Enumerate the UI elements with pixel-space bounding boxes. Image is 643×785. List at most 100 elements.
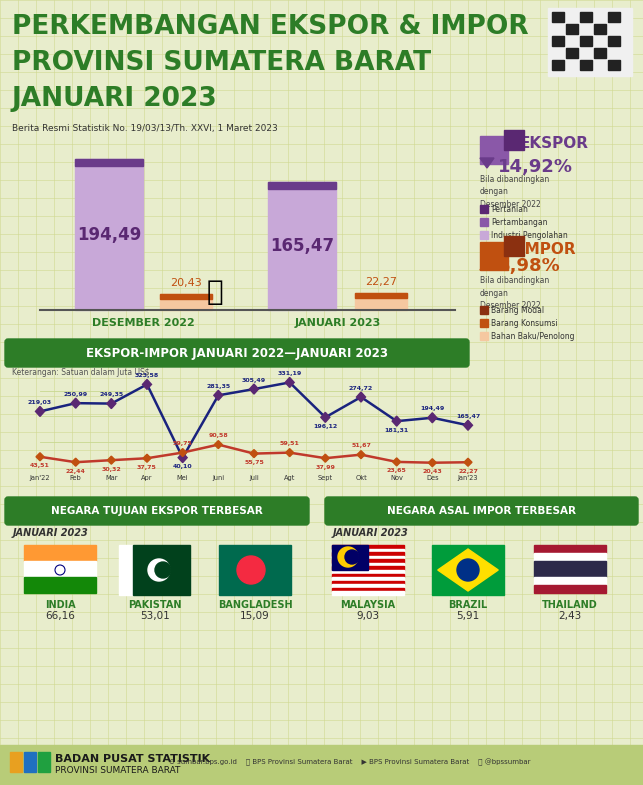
- Bar: [160, 294, 212, 299]
- Polygon shape: [392, 416, 401, 426]
- Text: 219,03: 219,03: [28, 400, 52, 405]
- Polygon shape: [249, 384, 258, 394]
- Bar: [332, 581, 404, 584]
- Bar: [355, 293, 407, 298]
- Bar: [332, 552, 404, 556]
- Text: THAILAND: THAILAND: [542, 600, 598, 610]
- Bar: [332, 545, 368, 570]
- Text: Mei: Mei: [177, 475, 188, 481]
- Text: 181,31: 181,31: [385, 428, 409, 433]
- Polygon shape: [35, 407, 44, 416]
- Bar: [534, 577, 606, 585]
- Bar: [480, 136, 508, 164]
- Polygon shape: [71, 398, 80, 408]
- Polygon shape: [438, 549, 498, 591]
- Text: 20,43: 20,43: [170, 278, 202, 288]
- Text: 40,10: 40,10: [173, 464, 192, 469]
- Circle shape: [148, 559, 170, 581]
- FancyBboxPatch shape: [325, 497, 638, 525]
- Bar: [480, 205, 488, 213]
- Text: Pertambangan: Pertambangan: [491, 218, 547, 227]
- Bar: [24, 752, 36, 772]
- Text: 37,75: 37,75: [137, 465, 157, 469]
- Bar: [534, 585, 606, 593]
- Bar: [552, 12, 564, 22]
- Bar: [552, 36, 564, 46]
- Text: 55,75: 55,75: [244, 460, 264, 465]
- Text: 5,91: 5,91: [457, 611, 480, 621]
- Circle shape: [155, 562, 171, 578]
- Polygon shape: [107, 456, 115, 464]
- Text: Nov: Nov: [390, 475, 403, 481]
- FancyBboxPatch shape: [5, 339, 469, 367]
- Bar: [268, 182, 336, 310]
- Text: JANUARI 2023: JANUARI 2023: [333, 528, 409, 538]
- Text: 9,03: 9,03: [356, 611, 379, 621]
- Bar: [332, 570, 404, 574]
- Bar: [332, 574, 404, 577]
- Text: Bila dibandingkan
dengan
Desember 2022: Bila dibandingkan dengan Desember 2022: [480, 276, 549, 310]
- Text: BANGLADESH: BANGLADESH: [218, 600, 293, 610]
- Bar: [566, 24, 578, 34]
- Polygon shape: [250, 450, 258, 458]
- Text: Mar: Mar: [105, 475, 118, 481]
- Bar: [534, 553, 606, 561]
- Text: 249,35: 249,35: [99, 392, 123, 397]
- Polygon shape: [107, 399, 116, 408]
- Text: NEGARA TUJUAN EKSPOR TERBESAR: NEGARA TUJUAN EKSPOR TERBESAR: [51, 506, 263, 516]
- Bar: [133, 545, 190, 595]
- Text: 🚢: 🚢: [206, 278, 223, 306]
- Bar: [355, 293, 407, 310]
- Text: 165,47: 165,47: [456, 414, 480, 418]
- Polygon shape: [464, 420, 473, 430]
- Text: 250,99: 250,99: [64, 392, 87, 396]
- Polygon shape: [428, 413, 437, 423]
- Polygon shape: [285, 378, 294, 388]
- Text: 323,58: 323,58: [135, 373, 159, 378]
- Bar: [608, 12, 620, 22]
- Text: 43,51: 43,51: [30, 463, 50, 469]
- Bar: [75, 159, 143, 166]
- Text: Feb: Feb: [70, 475, 82, 481]
- Polygon shape: [71, 458, 80, 466]
- Bar: [594, 24, 606, 34]
- Bar: [580, 60, 592, 70]
- Text: Berita Resmi Statistik No. 19/03/13/Th. XXVI, 1 Maret 2023: Berita Resmi Statistik No. 19/03/13/Th. …: [12, 124, 278, 133]
- Bar: [480, 218, 488, 226]
- Bar: [608, 36, 620, 46]
- Bar: [75, 159, 143, 310]
- Bar: [534, 545, 606, 553]
- Text: 22,44: 22,44: [66, 469, 86, 473]
- Text: 22,27: 22,27: [458, 469, 478, 473]
- Text: Barang Konsumsi: Barang Konsumsi: [491, 319, 557, 328]
- Bar: [534, 561, 606, 577]
- Bar: [504, 130, 524, 150]
- FancyBboxPatch shape: [5, 497, 309, 525]
- Polygon shape: [357, 451, 365, 458]
- Text: JANUARI 2023: JANUARI 2023: [294, 318, 381, 328]
- Bar: [332, 567, 404, 570]
- Text: Juni: Juni: [212, 475, 224, 481]
- Text: 66,16: 66,16: [45, 611, 75, 621]
- Text: 53,01: 53,01: [140, 611, 170, 621]
- Text: 194,49: 194,49: [421, 407, 444, 411]
- Bar: [268, 182, 336, 188]
- Polygon shape: [480, 158, 494, 168]
- Text: PAKISTAN: PAKISTAN: [128, 600, 182, 610]
- Bar: [332, 591, 404, 595]
- Text: BRAZIL: BRAZIL: [448, 600, 487, 610]
- Bar: [480, 231, 488, 239]
- Text: JANUARI 2023: JANUARI 2023: [12, 86, 218, 112]
- Text: 20,43: 20,43: [422, 469, 442, 474]
- Text: 8,98%: 8,98%: [498, 257, 561, 275]
- Text: EKSPOR-IMPOR JANUARI 2022—JANUARI 2023: EKSPOR-IMPOR JANUARI 2022—JANUARI 2023: [86, 346, 388, 360]
- Polygon shape: [143, 379, 152, 389]
- Polygon shape: [36, 453, 44, 461]
- Text: 196,12: 196,12: [313, 424, 338, 429]
- Text: Des: Des: [426, 475, 439, 481]
- Text: Jan'22: Jan'22: [30, 475, 50, 481]
- Polygon shape: [178, 453, 187, 462]
- Bar: [594, 48, 606, 58]
- Bar: [432, 545, 504, 595]
- Polygon shape: [480, 260, 494, 270]
